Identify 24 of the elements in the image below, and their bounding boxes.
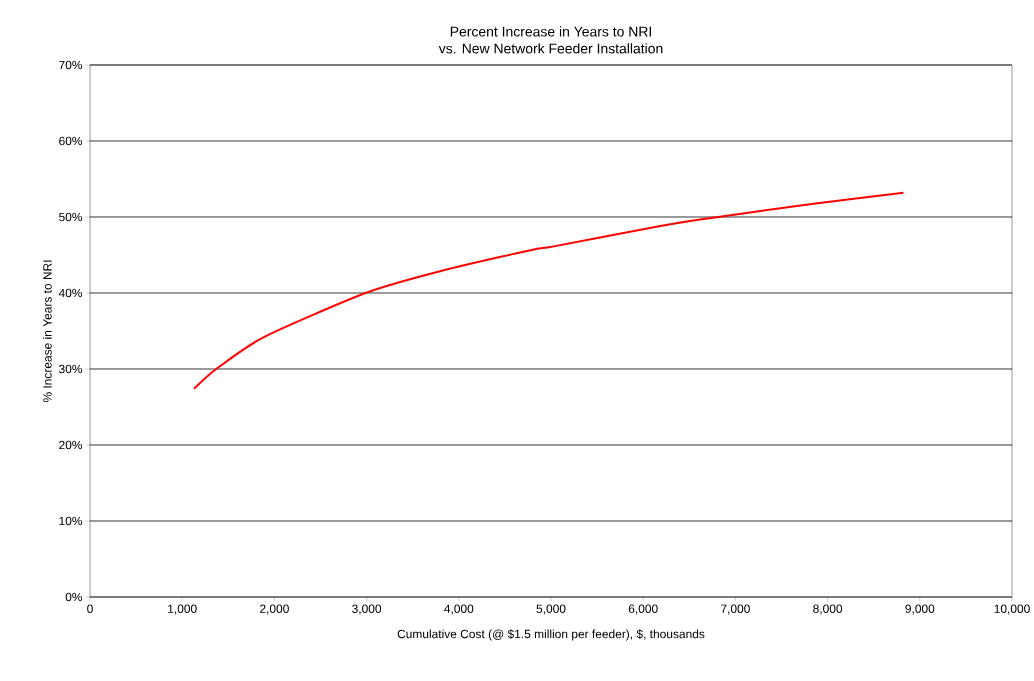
x-tick-label: 4,000 <box>444 604 474 615</box>
line-series <box>193 191 905 390</box>
x-tick-label: 2,000 <box>260 604 289 615</box>
chart-title: Percent Increase in Years to NRI <box>450 26 651 37</box>
x-tick-label: 6,000 <box>628 604 658 615</box>
chart-subtitle: vs. New Network Feeder Installation <box>438 43 663 54</box>
x-tick-label: 10,000 <box>994 604 1030 615</box>
x-tick-label: 0 <box>87 604 93 613</box>
y-tick-label: 40% <box>58 288 83 298</box>
x-tick-label: 1,000 <box>168 604 197 615</box>
y-tick-label: 60% <box>59 136 83 146</box>
y-tick-label: 30% <box>59 364 83 374</box>
y-tick-label: 10% <box>59 516 83 526</box>
x-tick-label: 5,000 <box>536 604 566 615</box>
x-tick-label: 9,000 <box>905 604 935 615</box>
y-tick-label: 20% <box>59 440 83 450</box>
x-tick-label: 3,000 <box>352 604 382 615</box>
x-axis-title: Cumulative Cost (@ $1.5 million per feeder), $, thousands <box>397 629 705 641</box>
y-tick-label: 0% <box>65 592 83 602</box>
y-axis-title: % Increase in Years to NRI <box>42 260 52 403</box>
x-tick-label: 7,000 <box>721 604 750 615</box>
x-tick-label: 8,000 <box>813 604 843 615</box>
y-tick-label: 50% <box>59 212 83 222</box>
y-tick-label: 70% <box>59 60 83 70</box>
